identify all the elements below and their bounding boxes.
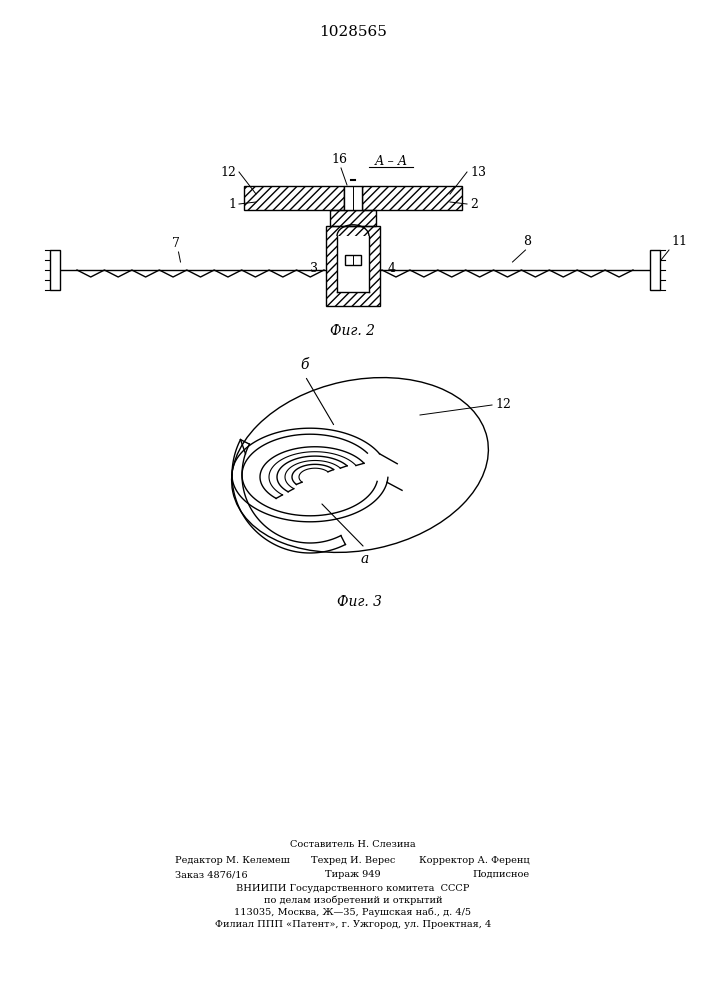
Text: 13: 13 (470, 165, 486, 178)
Text: Подписное: Подписное (473, 870, 530, 879)
Text: 1028565: 1028565 (319, 25, 387, 39)
Text: 16: 16 (331, 153, 347, 166)
Text: б: б (300, 358, 309, 372)
Bar (344, 186, 362, 210)
Bar (326, 226, 380, 306)
Bar (50, 250, 60, 290)
Text: 1: 1 (228, 198, 236, 211)
Text: Тираж 949: Тираж 949 (325, 870, 381, 879)
Text: Составитель Н. Слезина: Составитель Н. Слезина (290, 840, 416, 849)
Bar (362, 186, 462, 210)
Text: Заказ 4876/16: Заказ 4876/16 (175, 870, 247, 879)
Bar (345, 255, 361, 265)
Bar (330, 210, 376, 226)
Bar (244, 186, 344, 210)
Text: Техред И. Верес: Техред И. Верес (311, 856, 395, 865)
Text: по делам изобретений и открытий: по делам изобретений и открытий (264, 896, 443, 905)
Text: 12: 12 (495, 398, 511, 412)
Text: Фиг. 3: Фиг. 3 (337, 595, 382, 609)
Text: 11: 11 (671, 235, 687, 248)
Text: А – А: А – А (375, 155, 408, 168)
Text: ВНИИПИ Государственного комитета  СССР: ВНИИПИ Государственного комитета СССР (236, 884, 469, 893)
Text: Корректор А. Ференц: Корректор А. Ференц (419, 856, 530, 865)
Bar (650, 250, 660, 290)
Text: Филиал ППП «Патент», г. Ужгород, ул. Проектная, 4: Филиал ППП «Патент», г. Ужгород, ул. Про… (215, 920, 491, 929)
Text: 12: 12 (220, 165, 236, 178)
Text: 8: 8 (523, 235, 532, 248)
Bar (326, 226, 380, 306)
Ellipse shape (232, 378, 489, 552)
Bar (362, 186, 462, 210)
Bar (330, 210, 376, 226)
Text: 4: 4 (388, 261, 396, 274)
Text: 2: 2 (470, 198, 478, 211)
Text: Фиг. 2: Фиг. 2 (330, 324, 375, 338)
Bar (244, 186, 344, 210)
Text: Редактор М. Келемеш: Редактор М. Келемеш (175, 856, 290, 865)
Bar (337, 236, 369, 292)
Text: 3: 3 (310, 261, 318, 274)
Text: а: а (361, 552, 369, 566)
Text: 7: 7 (172, 237, 180, 250)
Text: 113035, Москва, Ж—35, Раушская наб., д. 4/5: 113035, Москва, Ж—35, Раушская наб., д. … (235, 908, 472, 917)
